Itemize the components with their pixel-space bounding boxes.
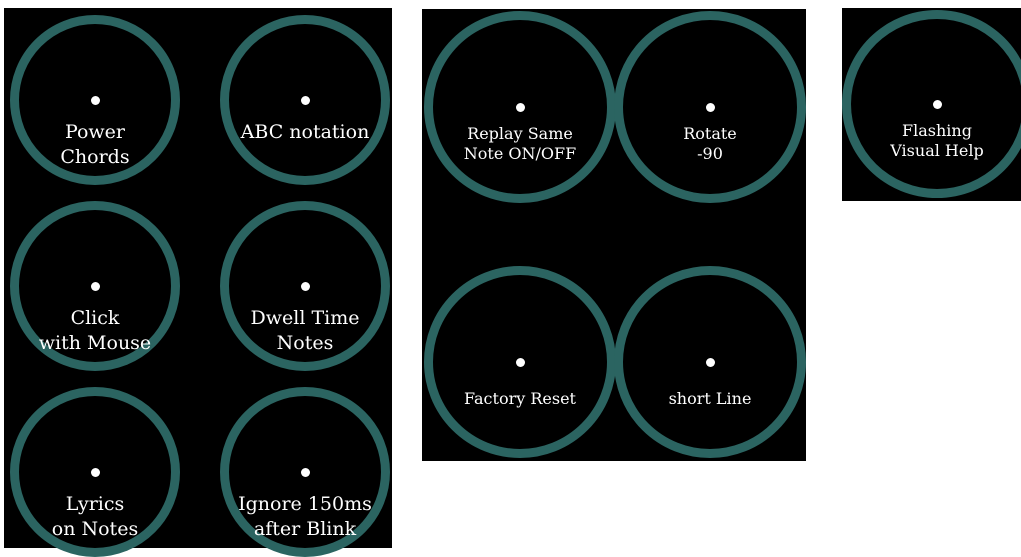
settings-panel-left: Power Chords ABC notation Click with Mou…: [4, 8, 392, 557]
center-dot-icon: [932, 99, 942, 109]
label-line-1: Dwell Time: [250, 307, 360, 329]
label-line-1: Lyrics: [65, 493, 125, 515]
ignore-after-blink-button[interactable]: Ignore 150ms after Blink: [220, 387, 390, 557]
label-line-2: -90: [697, 144, 723, 163]
abc-notation-button[interactable]: ABC notation: [220, 15, 390, 185]
lyrics-on-notes-button[interactable]: Lyrics on Notes: [10, 387, 180, 557]
label-line-1: Ignore 150ms: [238, 493, 372, 515]
flashing-visual-help-button[interactable]: Flashing Visual Help: [842, 10, 1021, 198]
short-line-button[interactable]: short Line: [614, 266, 806, 458]
label-line-1: Power: [64, 121, 126, 143]
center-dot-icon: [300, 467, 310, 477]
label-line-1: Replay Same: [467, 124, 573, 143]
abc-notation-label: ABC notation: [233, 120, 377, 145]
settings-panel-right: Flashing Visual Help: [842, 8, 1021, 201]
center-dot-icon: [515, 357, 525, 367]
center-dot-icon: [90, 281, 100, 291]
label-line-2: on Notes: [51, 518, 139, 540]
replay-same-note-label: Replay Same Note ON/OFF: [437, 124, 603, 164]
click-with-mouse-label: Click with Mouse: [23, 306, 167, 356]
label-line-2: with Mouse: [38, 332, 152, 354]
label-line-1: Rotate: [683, 124, 737, 143]
label-line-1: Factory Reset: [464, 389, 576, 408]
factory-reset-button[interactable]: Factory Reset: [424, 266, 616, 458]
center-dot-icon: [705, 357, 715, 367]
power-chords-label: Power Chords: [23, 120, 167, 170]
center-dot-icon: [90, 95, 100, 105]
center-dot-icon: [90, 467, 100, 477]
center-dot-icon: [705, 102, 715, 112]
center-dot-icon: [515, 102, 525, 112]
label-line-2: Notes: [276, 332, 334, 354]
label-line-2: Note ON/OFF: [463, 144, 577, 163]
replay-same-note-button[interactable]: Replay Same Note ON/OFF: [424, 11, 616, 203]
rotate-label: Rotate -90: [627, 124, 793, 164]
ignore-after-blink-label: Ignore 150ms after Blink: [233, 492, 377, 542]
factory-reset-label: Factory Reset: [437, 389, 603, 409]
label-line-1: short Line: [668, 389, 752, 408]
center-dot-icon: [300, 281, 310, 291]
rotate-button[interactable]: Rotate -90: [614, 11, 806, 203]
label-line-1: Flashing: [902, 121, 972, 140]
label-line-1: Click: [70, 307, 120, 329]
dwell-time-notes-label: Dwell Time Notes: [233, 306, 377, 356]
settings-panel-middle: Replay Same Note ON/OFF Rotate -90 Facto…: [422, 9, 806, 461]
label-line-2: Chords: [60, 146, 130, 168]
label-line-1: ABC notation: [240, 121, 370, 143]
flashing-visual-help-label: Flashing Visual Help: [855, 121, 1019, 161]
label-line-2: Visual Help: [890, 141, 984, 160]
lyrics-on-notes-label: Lyrics on Notes: [23, 492, 167, 542]
power-chords-button[interactable]: Power Chords: [10, 15, 180, 185]
short-line-label: short Line: [627, 389, 793, 409]
label-line-2: after Blink: [253, 518, 357, 540]
center-dot-icon: [300, 95, 310, 105]
dwell-time-notes-button[interactable]: Dwell Time Notes: [220, 201, 390, 371]
click-with-mouse-button[interactable]: Click with Mouse: [10, 201, 180, 371]
